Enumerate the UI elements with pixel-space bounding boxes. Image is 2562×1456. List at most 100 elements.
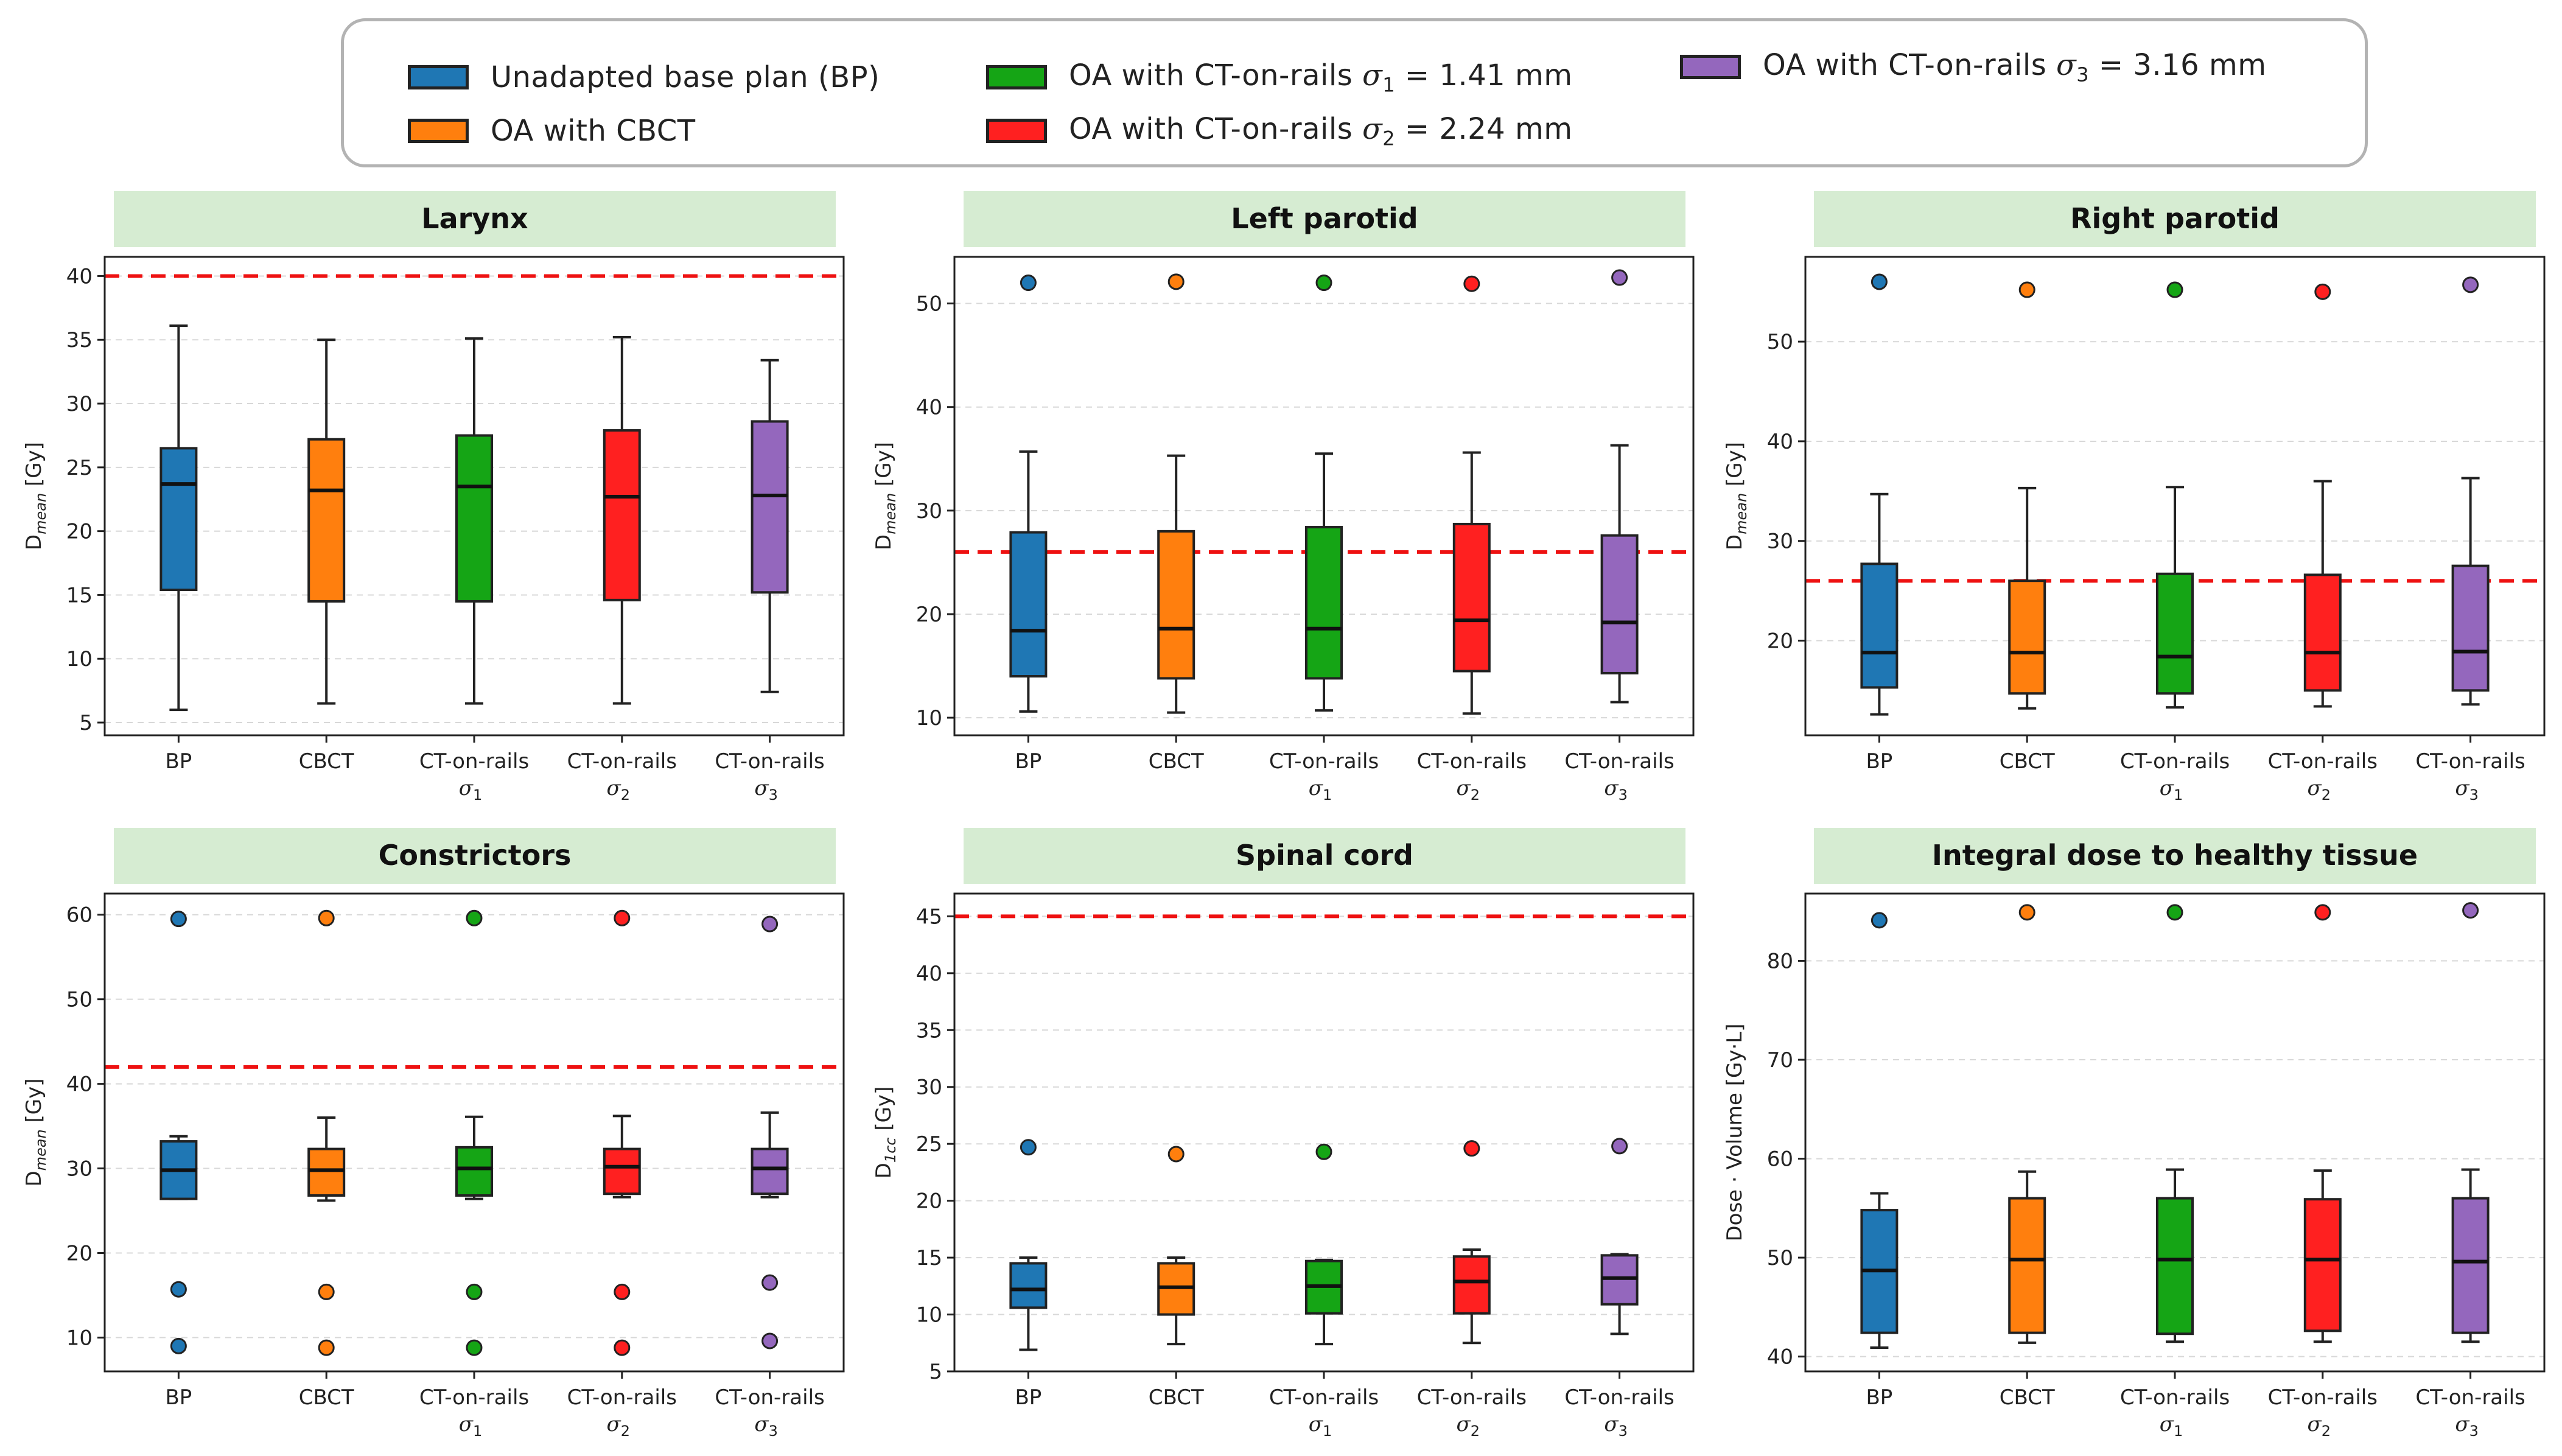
outlier-point: [761, 915, 779, 933]
outlier-point: [2018, 904, 2035, 921]
outlier-point: [1871, 912, 1888, 929]
panel-6: Integral dose to healthy tissue 40 50 60 70 8…: [1723, 828, 2546, 1440]
legend-item-sigma3: OA with CT-on-rails σ3 = 3.16 mm: [1680, 48, 2266, 86]
legend-swatch-cbct: [408, 119, 469, 143]
box-sigma1: [2156, 904, 2194, 1343]
x-tick-label: CBCT: [2000, 749, 2055, 774]
legend-label-sigma2: OA with CT-on-rails σ2 = 2.24 mm: [1069, 111, 1573, 150]
y-tick-label: 80: [1767, 950, 1793, 974]
x-tick-label: CT-on-rails: [2120, 1385, 2230, 1410]
outlier-point: [170, 911, 187, 928]
outlier-point: [1167, 1146, 1185, 1163]
y-tick-label: 70: [1767, 1048, 1793, 1073]
legend-item-sigma1: OA with CT-on-rails σ1 = 1.41 mm: [986, 58, 1572, 96]
y-tick-label: 50: [1767, 1246, 1793, 1270]
panel-title-bar: [1814, 191, 2536, 247]
y-tick-label: 30: [66, 1157, 93, 1181]
legend-item-sigma2: OA with CT-on-rails σ2 = 2.24 mm: [986, 111, 1573, 150]
y-tick-label: 60: [1767, 1147, 1793, 1172]
outlier-point: [2166, 281, 2183, 298]
y-tick-label: 20: [66, 520, 93, 544]
outlier-point: [170, 1281, 187, 1298]
x-tick-label-sigma: σ2: [2308, 776, 2331, 803]
outlier-point: [614, 1339, 631, 1356]
box-iqr: [159, 447, 198, 592]
y-tick-label: 40: [66, 1073, 93, 1097]
y-axis-label: Dose · Volume [Gy·L]: [1723, 1023, 1747, 1241]
box-iqr: [751, 1147, 789, 1195]
x-tick-label-sigma: σ2: [2308, 1412, 2331, 1440]
outlier-point: [466, 1283, 483, 1300]
y-axis-label: Dmean [Gy]: [22, 1078, 49, 1186]
legend-label-bp: Unadapted base plan (BP): [491, 60, 880, 94]
box-iqr: [603, 1147, 641, 1195]
x-tick-label: BP: [165, 749, 192, 774]
outlier-point: [2166, 904, 2183, 921]
box-sigma1: [1305, 1143, 1343, 1346]
outlier-point: [1020, 1139, 1037, 1156]
x-tick-label-sigma: σ3: [1604, 776, 1628, 803]
box-sigma2: [2303, 283, 2342, 708]
box-bp: [1009, 275, 1048, 713]
outlier-point: [761, 1274, 779, 1291]
outlier-point: [1315, 1143, 1332, 1160]
box-iqr: [2303, 573, 2342, 692]
box-cbct: [307, 909, 346, 1356]
x-tick-label: CT-on-rails: [1269, 749, 1379, 774]
y-tick-label: 10: [66, 1326, 93, 1350]
outlier-point: [318, 1283, 335, 1300]
x-tick-label-sigma: σ3: [754, 776, 778, 803]
outlier-point: [1463, 275, 1480, 292]
x-tick-label-sigma: σ2: [607, 1412, 631, 1440]
box-iqr: [2008, 579, 2046, 695]
box-sigma2: [603, 336, 641, 705]
x-tick-label-sigma: σ2: [1457, 1412, 1480, 1440]
box-iqr: [2156, 1197, 2194, 1335]
y-tick-label: 20: [66, 1241, 93, 1265]
x-tick-label-sigma: σ1: [2160, 1412, 2183, 1440]
box-bp: [1860, 912, 1899, 1349]
y-tick-label: 35: [66, 328, 93, 352]
x-tick-label-sigma: σ3: [754, 1412, 778, 1440]
x-tick-label-sigma: σ1: [1309, 776, 1332, 803]
y-tick-label: 30: [916, 1076, 942, 1100]
outlier-point: [614, 909, 631, 926]
panel-4: Constrictors 10 20 30 40 50 60 BP CBCT CT-on-rail…: [22, 828, 845, 1440]
x-tick-label: CT-on-rails: [2415, 749, 2525, 774]
y-tick-label: 10: [916, 1303, 942, 1328]
box-sigma1: [455, 337, 493, 705]
x-tick-label: CT-on-rails: [1564, 749, 1674, 774]
outlier-point: [466, 909, 483, 926]
outlier-point: [1871, 273, 1888, 290]
box-sigma2: [603, 909, 641, 1356]
box-iqr: [2451, 564, 2490, 692]
box-iqr: [1157, 530, 1195, 680]
y-tick-label: 30: [66, 392, 93, 416]
box-iqr: [1600, 534, 1639, 674]
y-tick-label: 40: [916, 962, 942, 986]
x-tick-label: CBCT: [2000, 1385, 2055, 1410]
y-tick-label: 50: [66, 988, 93, 1012]
y-tick-label: 20: [916, 603, 942, 627]
box-iqr: [2156, 572, 2194, 695]
box-sigma1: [1305, 275, 1343, 712]
legend-item-cbct: OA with CBCT: [408, 113, 696, 149]
box-iqr: [1305, 526, 1343, 680]
box-cbct: [2008, 281, 2046, 710]
box-sigma3: [2451, 902, 2490, 1343]
x-tick-label-sigma: σ3: [2455, 776, 2479, 803]
box-iqr: [455, 1146, 493, 1197]
outlier-point: [1167, 273, 1185, 290]
panel-title: Constrictors: [379, 839, 572, 872]
outlier-point: [2462, 902, 2479, 919]
x-tick-label: CT-on-rails: [2415, 1385, 2525, 1410]
legend-swatch-sigma3: [1680, 55, 1741, 79]
outlier-point: [318, 1339, 335, 1356]
box-iqr: [1009, 1262, 1048, 1309]
y-tick-label: 60: [66, 903, 93, 928]
legend-swatch-sigma2: [986, 119, 1047, 143]
box-sigma3: [751, 915, 789, 1349]
box-sigma1: [2156, 281, 2194, 709]
